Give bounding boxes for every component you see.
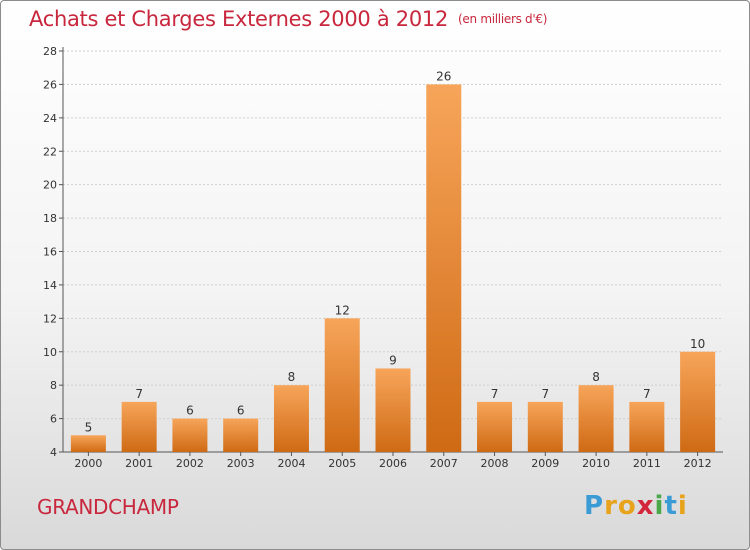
bar (426, 84, 462, 453)
bar (172, 418, 208, 452)
y-tick-label: 8 (50, 379, 57, 392)
bar (223, 418, 259, 452)
bar (629, 401, 665, 452)
brand-letter: r (604, 491, 618, 521)
x-tick-label: 2004 (277, 457, 305, 470)
y-tick-label: 26 (43, 78, 57, 91)
bar (477, 401, 513, 452)
proxiti-logo: Proxiti (584, 491, 688, 521)
x-tick-label: 2008 (481, 457, 509, 470)
y-tick-label: 16 (43, 246, 57, 259)
chart-title-text: Achats et Charges Externes 2000 à 2012 (29, 7, 449, 31)
y-tick-label: 28 (43, 45, 57, 58)
x-tick-label: 2006 (379, 457, 407, 470)
x-tick-label: 2005 (328, 457, 356, 470)
bar-value-label: 8 (288, 370, 296, 384)
bar-value-label: 10 (690, 337, 705, 351)
y-tick-label: 20 (43, 179, 57, 192)
y-tick-label: 18 (43, 212, 57, 225)
brand-letter: o (617, 491, 637, 521)
bar-value-label: 8 (592, 370, 600, 384)
x-tick-label: 2002 (176, 457, 204, 470)
bar-value-label: 5 (85, 420, 93, 434)
y-tick-label: 22 (43, 145, 57, 158)
bar-value-label: 6 (186, 404, 194, 418)
y-tick-label: 6 (50, 413, 57, 426)
place-name: GRANDCHAMP (37, 495, 179, 519)
y-tick-label: 24 (43, 112, 57, 125)
x-tick-label: 2012 (684, 457, 712, 470)
x-axis-ticks: 2000 2001 2002 2003 2004 2005 2006 2007 2008 2009… (74, 452, 712, 470)
brand-letter: i (677, 491, 688, 521)
bar-value-label: 9 (389, 353, 397, 367)
x-tick-label: 2011 (633, 457, 661, 470)
brand-letter: i (654, 491, 665, 521)
y-tick-label: 4 (50, 446, 57, 459)
y-axis-ticks: 4 6 8 10 12 14 16 18 20 22 24 26 28 (43, 45, 63, 459)
y-tick-label: 14 (43, 279, 57, 292)
bars: 5 7 6 6 8 12 9 26 7 7 8 7 10 (70, 69, 716, 453)
chart-title: Achats et Charges Externes 2000 à 2012 (e… (29, 7, 547, 31)
bar-value-label: 12 (335, 303, 350, 317)
x-tick-label: 2010 (582, 457, 610, 470)
bar (680, 351, 716, 452)
bar-value-label: 26 (436, 69, 451, 83)
bar-chart: 4 6 8 10 12 14 16 18 20 22 24 26 28 5 7 6 6 8 12 9 26 7 7 8 7 10… (43, 45, 723, 470)
bar (70, 435, 106, 452)
bar (527, 401, 563, 452)
y-tick-label: 10 (43, 346, 57, 359)
bar (121, 401, 157, 452)
bar (324, 318, 360, 452)
bar-value-label: 7 (135, 387, 143, 401)
bar (273, 385, 309, 452)
x-tick-label: 2009 (531, 457, 559, 470)
brand-letter: P (584, 491, 605, 521)
bar-value-label: 7 (491, 387, 499, 401)
bar-value-label: 6 (237, 404, 245, 418)
x-tick-label: 2007 (430, 457, 458, 470)
chart-unit: (en milliers d'€) (458, 12, 548, 26)
bar-value-label: 7 (541, 387, 549, 401)
bar (375, 368, 411, 452)
bar (578, 385, 614, 452)
bar-value-label: 7 (643, 387, 651, 401)
y-tick-label: 12 (43, 312, 57, 325)
x-tick-label: 2001 (125, 457, 153, 470)
brand-letter: t (664, 491, 678, 521)
brand-letter: x (636, 491, 655, 521)
x-tick-label: 2000 (74, 457, 102, 470)
x-tick-label: 2003 (227, 457, 255, 470)
